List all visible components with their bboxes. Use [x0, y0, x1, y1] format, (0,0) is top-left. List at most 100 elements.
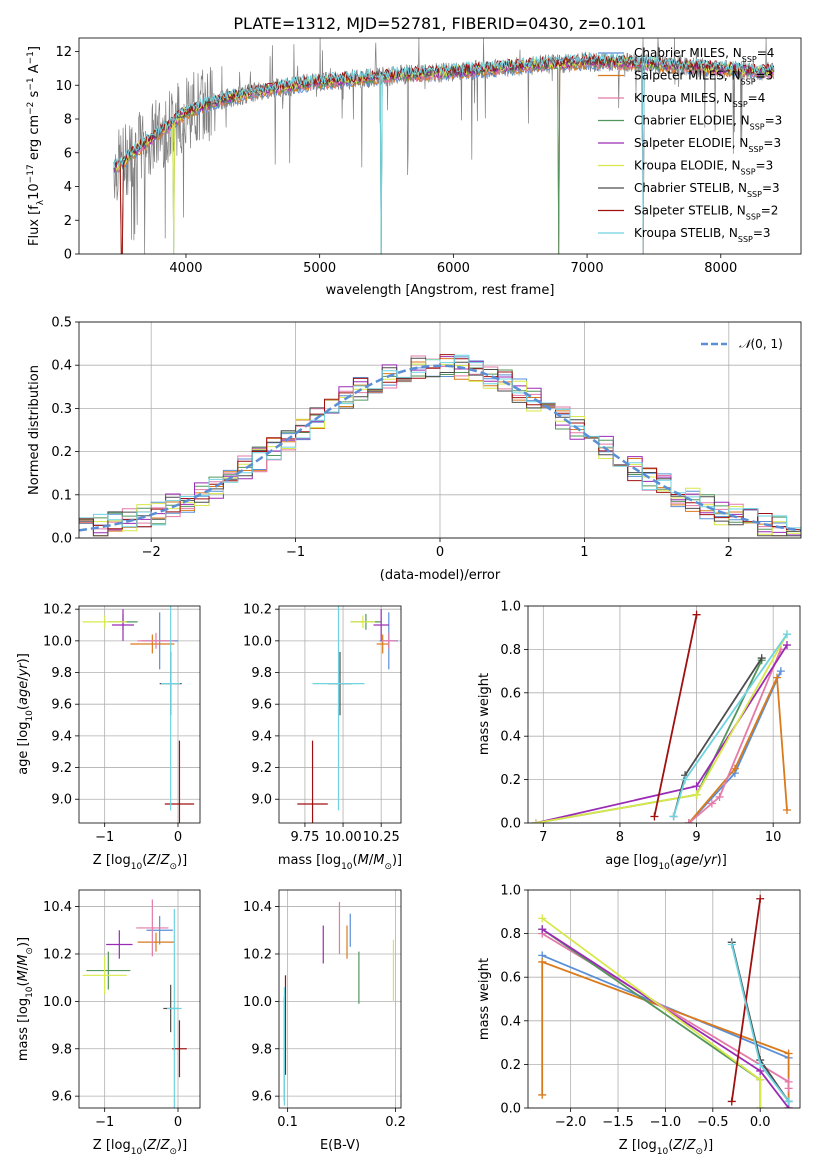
y-tick-label: 0.3 — [51, 402, 72, 417]
y-tick-label: 9.8 — [251, 1042, 272, 1057]
weight-line — [653, 614, 698, 817]
y-tick-label: 9.4 — [251, 729, 272, 744]
x-tick-label: 7000 — [571, 261, 604, 276]
plot-area — [82, 899, 187, 1108]
weight-line — [541, 917, 762, 1108]
x-axis-label: (data-model)/error — [380, 568, 501, 583]
y-tick-label: 9.6 — [51, 698, 72, 713]
axes-frame — [78, 321, 802, 539]
weight-marker — [692, 610, 701, 619]
weight-marker — [782, 805, 791, 814]
y-tick-label: 9.6 — [51, 1090, 72, 1105]
weight-marker — [538, 957, 547, 966]
y-axis-label: age [log10(age/yr)] — [16, 653, 35, 775]
y-tick-label: 10.2 — [43, 603, 72, 618]
model-spectrum-line — [113, 59, 775, 254]
x-tick-label: 9 — [692, 830, 700, 845]
y-tick-label: 0.2 — [500, 1058, 521, 1073]
weight-marker — [756, 1075, 765, 1084]
x-tick-label: −1.5 — [602, 1115, 634, 1130]
y-tick-label: 10.2 — [243, 603, 272, 618]
y-tick-label: 10.2 — [243, 947, 272, 962]
plot-area — [283, 901, 395, 1106]
x-axis-label: wavelength [Angstrom, rest frame] — [326, 283, 555, 298]
weight-line — [688, 649, 782, 823]
weight-marker — [684, 819, 693, 823]
y-tick-label: 0.0 — [500, 817, 521, 832]
plot-area — [79, 354, 801, 537]
x-tick-label: 8 — [616, 830, 624, 845]
y-tick-label: 9.4 — [51, 729, 72, 744]
x-tick-label: 0 — [174, 1115, 182, 1130]
y-axis-label: mass weight — [477, 958, 492, 1040]
axes-frame — [78, 605, 201, 824]
y-axis-label: Flux [fλ10−17 erg cm−2 s−1 A−1] — [26, 46, 46, 246]
y-axis-label: Normed distribution — [27, 365, 42, 495]
axes-frame — [527, 605, 801, 824]
weight-marker — [773, 673, 782, 682]
y-tick-label: 9.8 — [251, 666, 272, 681]
plot-area — [531, 610, 791, 823]
weight-marker — [784, 1049, 793, 1058]
axes-frame — [78, 889, 201, 1109]
weight-marker — [692, 782, 701, 791]
y-tick-label: 10.0 — [43, 634, 72, 649]
y-tick-label: 0.8 — [500, 643, 521, 658]
x-tick-label: −1 — [286, 545, 305, 560]
x-tick-label: −1 — [95, 1115, 114, 1130]
x-tick-label: 0 — [174, 830, 182, 845]
residual-histogram-panel: −2 −1 0 1 2 0.0 0.1 0.2 0.3 0.4 0.5 𝒩(0, 1) (data-mo… — [27, 316, 802, 583]
y-tick-label: 9.6 — [251, 1090, 272, 1105]
y-tick-label: 9.6 — [251, 698, 272, 713]
weight-marker — [538, 925, 547, 934]
x-tick-label: 2 — [725, 545, 733, 560]
weight-marker — [727, 940, 736, 949]
plot-area — [113, 38, 775, 254]
x-tick-label: 10.25 — [363, 830, 400, 845]
y-tick-label: 9.8 — [51, 1042, 72, 1057]
x-axis-label: Z [log10(Z/Z⊙)] — [619, 1138, 713, 1157]
y-tick-label: 0 — [64, 248, 72, 263]
weight-marker — [727, 1097, 736, 1106]
x-tick-label: 6000 — [437, 261, 470, 276]
y-tick-label: 0.4 — [500, 1014, 521, 1029]
x-axis-label: Z [log10(Z/Z⊙)] — [93, 853, 187, 872]
legend-label: 𝒩(0, 1) — [739, 337, 783, 351]
y-tick-label: 10.0 — [243, 995, 272, 1010]
y-tick-label: 1.0 — [500, 884, 521, 899]
x-tick-label: 0.2 — [385, 1115, 406, 1130]
y-tick-label: 9.8 — [51, 666, 72, 681]
legend-label: Salpeter MILES, NSSP=3 — [634, 69, 773, 87]
weight-marker — [538, 1090, 547, 1099]
y-tick-label: 0.1 — [51, 488, 72, 503]
y-tick-label: 10.2 — [43, 947, 72, 962]
x-axis-label: Z [log10(Z/Z⊙)] — [93, 1138, 187, 1157]
y-tick-label: 9.2 — [251, 761, 272, 776]
plot-area — [82, 606, 195, 823]
massweight-vs-metallicity-panel: −2.0 −1.5 −1.0 −0.5 0.0 0.0 0.2 0.4 0.6 0.8 1.0 Z [… — [477, 884, 801, 1157]
y-tick-label: 10.0 — [43, 995, 72, 1010]
model-spectrum-line — [113, 57, 774, 254]
legend: Chabrier MILES, NSSP=4 Salpeter MILES, NS… — [598, 46, 782, 244]
axes-frame — [278, 605, 402, 824]
y-tick-label: 0.5 — [51, 316, 72, 331]
mass-vs-ebv-panel: 0.1 0.2 9.6 9.8 10.0 10.2 10.4 E(B-V) — [243, 889, 406, 1153]
weight-line — [535, 644, 788, 823]
legend-label: Salpeter ELODIE, NSSP=3 — [634, 136, 781, 154]
legend-label: Kroupa STELIB, NSSP=3 — [634, 226, 771, 244]
x-tick-label: 5000 — [303, 261, 336, 276]
model-spectrum-line — [113, 58, 775, 254]
x-tick-label: 1 — [580, 545, 588, 560]
weight-marker — [707, 799, 716, 808]
x-tick-label: 10 — [765, 830, 782, 845]
x-tick-label: 8000 — [704, 261, 737, 276]
x-tick-label: 7 — [539, 830, 547, 845]
x-tick-label: −0.5 — [697, 1115, 729, 1130]
y-tick-label: 9.0 — [251, 793, 272, 808]
y-tick-label: 10.0 — [243, 634, 272, 649]
weight-marker — [756, 1060, 765, 1069]
y-tick-label: 4 — [64, 180, 72, 195]
weight-marker — [538, 914, 547, 923]
weight-marker — [650, 812, 659, 821]
age-vs-mass-panel: 9.75 10.00 10.25 9.0 9.2 9.4 9.6 9.8 10.0 10.2 mas… — [243, 603, 402, 872]
